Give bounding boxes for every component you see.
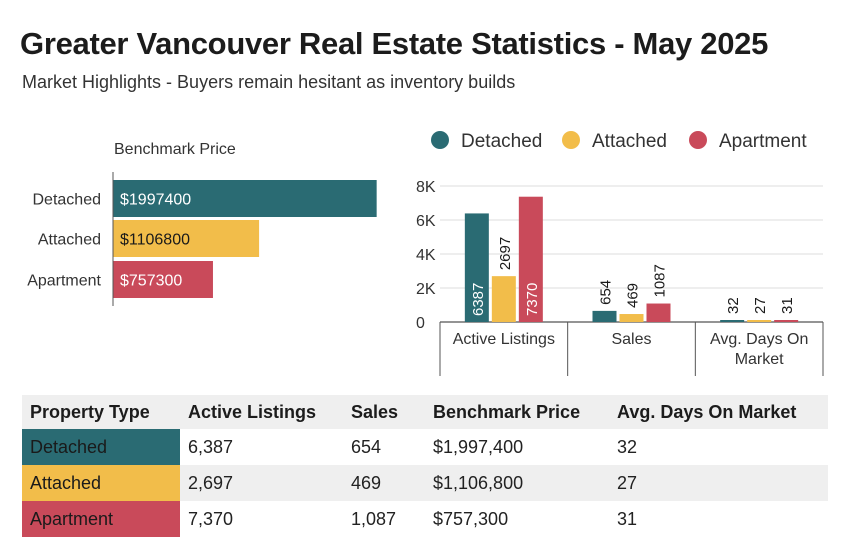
bar-data-label: 1087 <box>652 264 669 297</box>
cell-active-listings: 7,370 <box>188 508 234 529</box>
bar-attached <box>619 314 644 322</box>
bar-detached <box>720 320 745 322</box>
bar-data-label: 32 <box>725 297 742 314</box>
page-title: Greater Vancouver Real Estate Statistics… <box>20 26 769 61</box>
cell-avg-days: 31 <box>617 508 638 529</box>
hbar-bar-detached <box>113 180 377 217</box>
table-row: Detached 6,387 654 $1,997,400 32 <box>22 429 828 465</box>
bar-data-label: 7370 <box>524 283 541 316</box>
y-tick-label: 8K <box>416 179 436 196</box>
hbar-data-label: $1106800 <box>120 232 190 249</box>
bar-data-label: 27 <box>752 297 769 314</box>
bar-apartment <box>518 196 543 322</box>
cell-active-listings: 6,387 <box>188 436 234 457</box>
hbar-data-label: $757300 <box>120 273 182 290</box>
bar-data-label: 2697 <box>497 237 514 270</box>
hbar-data-label: $1997400 <box>120 192 191 209</box>
bar-data-label: 6387 <box>470 283 487 316</box>
cell-avg-days: 32 <box>617 436 638 457</box>
header-avg-days: Avg. Days On Market <box>609 395 828 429</box>
bar-detached <box>464 213 489 322</box>
x-category-label: Avg. Days On <box>710 331 808 348</box>
row-type-detached: Detached <box>22 429 180 465</box>
cell-benchmark-price: $757,300 <box>433 508 509 529</box>
legend-marker-apartment <box>689 131 707 149</box>
legend-label-detached: Detached <box>461 131 542 152</box>
legend-marker-attached <box>562 131 580 149</box>
x-category-label: Sales <box>611 331 651 348</box>
cell-avg-days: 27 <box>609 465 828 501</box>
cell-sales: 1,087 <box>351 508 397 529</box>
header-active-listings: Active Listings <box>180 395 343 429</box>
x-category-label: Market <box>735 351 784 368</box>
hbar-category-label: Attached <box>38 232 101 249</box>
bar-attached <box>747 320 772 322</box>
cell-benchmark-price: $1,106,800 <box>425 465 609 501</box>
page-subtitle: Market Highlights - Buyers remain hesita… <box>22 72 516 92</box>
legend-label-attached: Attached <box>592 131 667 152</box>
table-row: Apartment 7,370 1,087 $757,300 31 <box>22 501 828 537</box>
y-tick-label: 6K <box>416 213 436 230</box>
bar-data-label: 654 <box>598 280 615 305</box>
hbar-title: Benchmark Price <box>114 141 236 158</box>
hbar-bar-apartment <box>113 261 213 298</box>
table-header-row: Property Type Active Listings Sales Benc… <box>22 395 828 429</box>
row-type-attached: Attached <box>22 465 180 501</box>
y-tick-label: 4K <box>416 247 436 264</box>
cell-active-listings: 2,697 <box>180 465 343 501</box>
bar-attached <box>491 276 516 322</box>
cell-sales: 469 <box>343 465 425 501</box>
legend-label-apartment: Apartment <box>719 131 807 152</box>
row-type-apartment: Apartment <box>22 501 180 537</box>
cell-sales: 654 <box>351 436 382 457</box>
table-row: Attached 2,697 469 $1,106,800 27 <box>22 465 828 501</box>
header-property-type: Property Type <box>22 395 180 429</box>
cell-benchmark-price: $1,997,400 <box>433 436 524 457</box>
stats-table: Property Type Active Listings Sales Benc… <box>22 395 828 537</box>
header-sales: Sales <box>343 395 425 429</box>
bar-detached <box>592 310 617 322</box>
bar-data-label: 469 <box>625 283 642 308</box>
hbar-category-label: Detached <box>33 192 102 209</box>
x-category-label: Active Listings <box>453 331 555 348</box>
y-tick-label: 0 <box>416 315 425 332</box>
hbar-category-label: Apartment <box>27 273 101 290</box>
header-benchmark-price: Benchmark Price <box>425 395 609 429</box>
y-tick-label: 2K <box>416 281 436 298</box>
bar-apartment <box>774 320 799 322</box>
bar-data-label: 31 <box>779 297 796 314</box>
bar-apartment <box>646 303 671 322</box>
legend-marker-detached <box>431 131 449 149</box>
hbar-bar-attached <box>113 220 260 257</box>
